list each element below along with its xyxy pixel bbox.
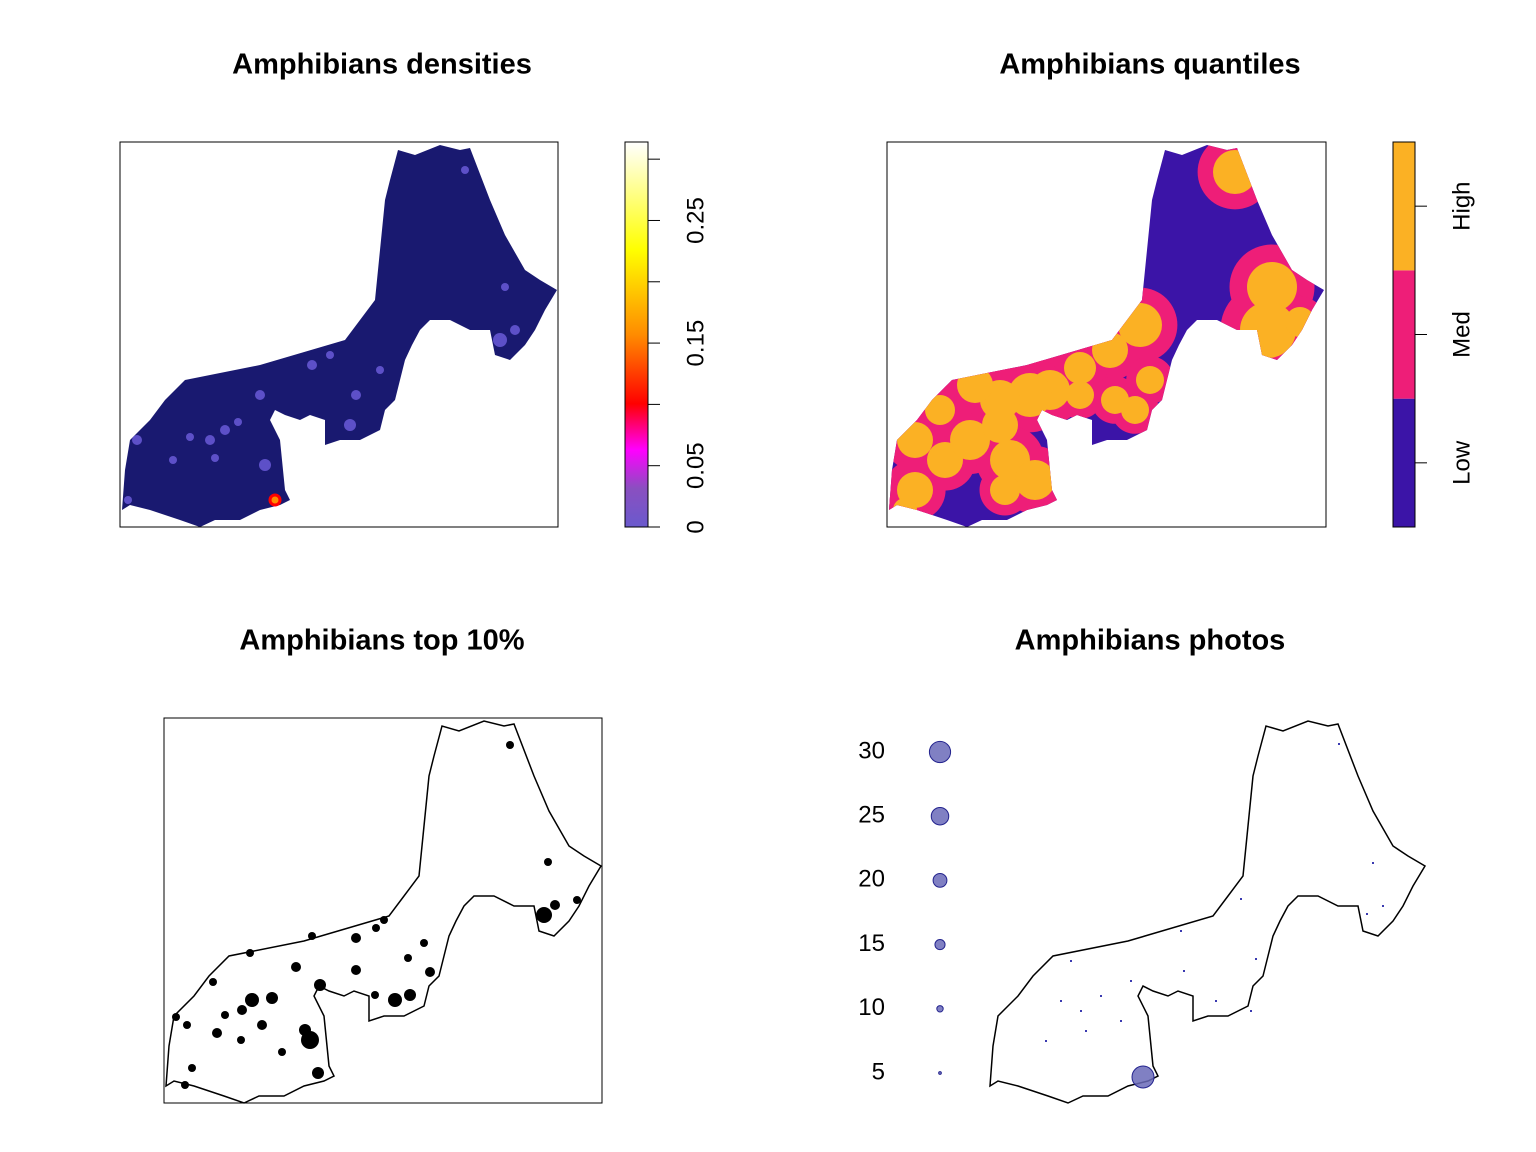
legend-label: 10 (858, 994, 885, 1021)
colorbar (624, 141, 649, 528)
high-zone (950, 420, 990, 460)
high-zone (1285, 307, 1315, 337)
density-hotspot (268, 493, 282, 507)
high-zone (925, 395, 955, 425)
photo-points (1045, 743, 1384, 1042)
colorbar-tick-label: 0.05 (682, 442, 709, 489)
panel-title: Amphibians photos (1015, 625, 1286, 657)
class-label: Low (1448, 440, 1475, 485)
high-zone (982, 407, 1018, 443)
class-bar-box (1392, 141, 1416, 528)
legend-symbol (938, 1071, 942, 1075)
panel-box (119, 141, 559, 528)
legend-symbol (934, 939, 946, 951)
quantile-zones (889, 145, 1324, 527)
high-zone (1247, 262, 1297, 312)
legend-label: 20 (858, 866, 885, 893)
legend-label: 5 (872, 1058, 885, 1085)
legend-symbol (930, 806, 950, 826)
top-spots (172, 741, 581, 1089)
colorbar-tick-label: 0.25 (682, 197, 709, 244)
class-label: Med (1448, 311, 1475, 358)
photo-point (1131, 1065, 1155, 1089)
colorbar-tick-label: 0.15 (682, 320, 709, 367)
top10-panel: Amphibians top 10% (163, 625, 603, 1104)
densities-panel: Amphibians densities (119, 49, 649, 528)
high-zone (1064, 352, 1096, 384)
high-zone (1136, 366, 1164, 394)
panel-title: Amphibians quantiles (999, 49, 1300, 81)
legend-symbol (936, 1005, 944, 1013)
region-outline (989, 720, 1426, 1104)
high-zone (1213, 150, 1257, 194)
photos-panel: Amphibians photos 30 25 20 15 10 5 (858, 625, 1426, 1104)
legend-label: 25 (858, 802, 885, 829)
high-zone (957, 367, 993, 403)
legend-label: 30 (858, 737, 885, 764)
quantiles-panel: Amphibians quantiles (886, 49, 1327, 528)
high-zone (1121, 396, 1149, 424)
region-fill (122, 145, 557, 527)
class-swatch (1393, 142, 1415, 271)
high-zone (990, 475, 1020, 505)
panel-box (163, 717, 603, 1104)
panel-title: Amphibians densities (232, 49, 532, 81)
legend-label: 15 (858, 930, 885, 957)
high-zone (897, 422, 933, 458)
region-outline (165, 720, 602, 1104)
panel-title: Amphibians top 10% (239, 625, 524, 657)
colorbar-tick-label: 0 (682, 520, 709, 533)
panel-box (886, 141, 1327, 528)
class-label: High (1448, 181, 1475, 230)
density-spots (124, 166, 520, 504)
high-zone (893, 498, 917, 522)
high-zone (1066, 381, 1094, 409)
class-swatch (1393, 398, 1415, 527)
high-zone (1092, 332, 1128, 368)
legend-symbol (932, 873, 948, 888)
high-zone (1015, 460, 1055, 500)
legend-symbol (928, 740, 952, 764)
class-swatch (1393, 270, 1415, 399)
